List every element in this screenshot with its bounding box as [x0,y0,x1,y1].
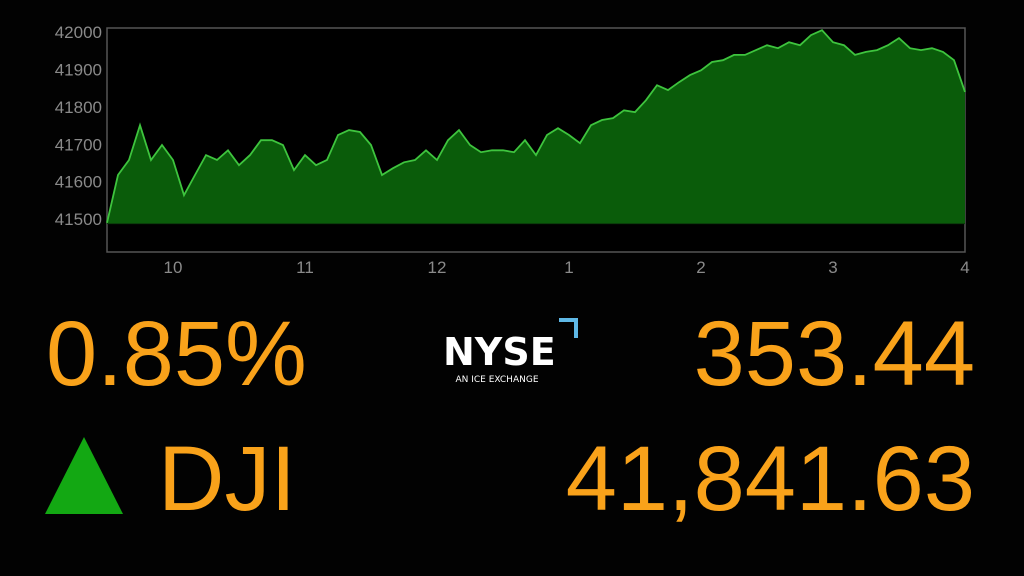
x-tick-label: 12 [428,258,447,277]
logo-tagline: AN ICE EXCHANGE [455,375,538,385]
y-tick-label: 42000 [55,23,102,42]
logo-corner [559,318,578,338]
percent-change: 0.85% [46,303,307,405]
y-tick-label: 41600 [55,173,102,192]
price: 41,841.63 [566,428,975,530]
y-tick-label: 41900 [55,61,102,80]
y-tick-label: 41700 [55,135,102,154]
plot [106,29,966,225]
price-line [106,29,966,224]
y-tick-label: 41800 [55,98,102,117]
x-tick-label: 4 [960,258,969,277]
point-change: 353.44 [694,303,975,405]
x-tick-label: 10 [164,258,183,277]
x-tick-label: 11 [296,258,314,277]
x-tick-label: 1 [564,258,573,277]
y-tick-label: 41500 [55,210,102,229]
area [107,30,965,224]
up-arrow [45,437,123,514]
logo-name: NYSE [443,330,556,374]
x-tick-label: 2 [696,258,705,277]
x-tick-label: 3 [828,258,837,277]
symbol: DJI [158,428,296,530]
